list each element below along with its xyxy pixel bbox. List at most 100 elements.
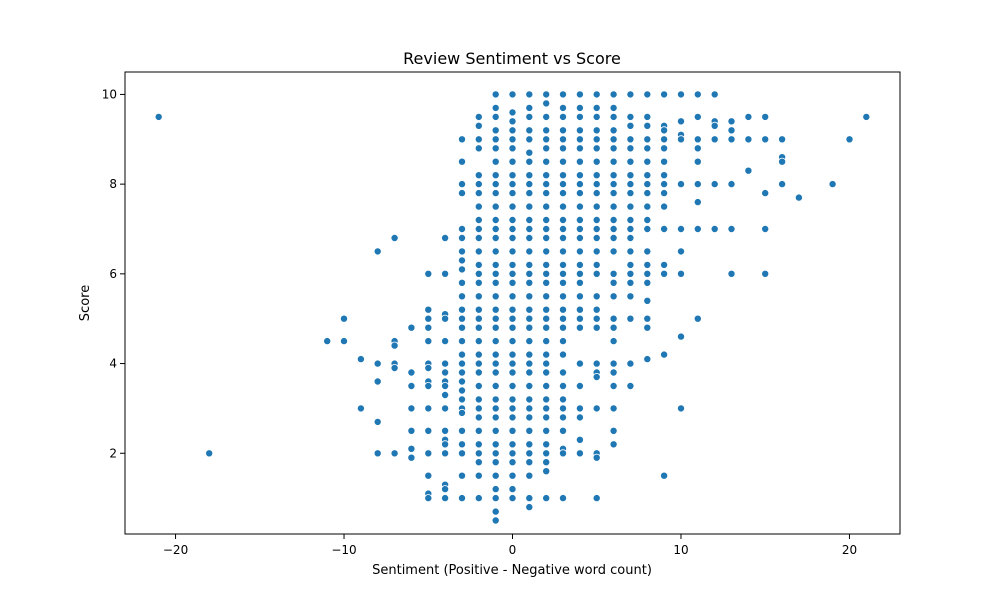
data-point <box>575 381 584 390</box>
data-point <box>424 449 433 458</box>
data-point <box>525 395 534 404</box>
data-point <box>660 157 669 166</box>
data-point <box>525 404 534 413</box>
data-point <box>491 440 500 449</box>
data-point <box>761 269 770 278</box>
data-point <box>474 233 483 242</box>
data-point <box>474 121 483 130</box>
data-point <box>660 202 669 211</box>
data-point <box>592 202 601 211</box>
x-tick-label: −10 <box>331 543 356 557</box>
data-point <box>525 202 534 211</box>
data-point <box>542 215 551 224</box>
data-point <box>575 112 584 121</box>
data-point <box>474 471 483 480</box>
data-point <box>474 395 483 404</box>
data-point <box>542 157 551 166</box>
data-point <box>609 233 618 242</box>
data-point <box>559 494 568 503</box>
data-point <box>525 350 534 359</box>
data-point <box>609 112 618 121</box>
data-point <box>609 144 618 153</box>
data-point <box>542 171 551 180</box>
data-point <box>474 260 483 269</box>
data-point <box>592 224 601 233</box>
data-point <box>457 180 466 189</box>
data-point <box>778 135 787 144</box>
data-point <box>491 516 500 525</box>
data-point <box>575 305 584 314</box>
data-point <box>525 458 534 467</box>
x-tick-label: 0 <box>509 543 517 557</box>
data-point <box>542 314 551 323</box>
data-point <box>542 247 551 256</box>
x-tick-label: 10 <box>673 543 688 557</box>
data-point <box>592 323 601 332</box>
data-point <box>441 359 450 368</box>
data-point <box>474 171 483 180</box>
data-point <box>457 323 466 332</box>
data-point <box>626 359 635 368</box>
data-point <box>609 224 618 233</box>
data-point <box>559 215 568 224</box>
data-point <box>508 305 517 314</box>
data-point <box>559 224 568 233</box>
data-point <box>609 381 618 390</box>
data-point <box>609 323 618 332</box>
data-point <box>626 90 635 99</box>
data-point <box>626 135 635 144</box>
data-point <box>457 337 466 346</box>
data-point <box>474 404 483 413</box>
data-point <box>491 189 500 198</box>
data-point <box>575 247 584 256</box>
data-point <box>626 157 635 166</box>
data-point <box>491 494 500 503</box>
data-point <box>474 359 483 368</box>
data-point <box>677 404 686 413</box>
data-point <box>390 449 399 458</box>
data-point <box>474 215 483 224</box>
data-points <box>154 90 871 525</box>
data-point <box>508 135 517 144</box>
data-point <box>575 292 584 301</box>
data-point <box>559 323 568 332</box>
data-point <box>525 381 534 390</box>
data-point <box>491 157 500 166</box>
data-point <box>457 350 466 359</box>
data-point <box>508 337 517 346</box>
data-point <box>508 260 517 269</box>
data-point <box>626 121 635 130</box>
y-tick-label: 6 <box>109 267 117 281</box>
data-point <box>643 323 652 332</box>
data-point <box>457 440 466 449</box>
data-point <box>542 494 551 503</box>
data-point <box>693 180 702 189</box>
data-point <box>508 368 517 377</box>
data-point <box>491 103 500 112</box>
data-point <box>710 180 719 189</box>
data-point <box>457 449 466 458</box>
data-point <box>677 247 686 256</box>
data-point <box>491 359 500 368</box>
data-point <box>457 386 466 395</box>
data-point <box>525 112 534 121</box>
data-point <box>491 247 500 256</box>
y-tick-label: 8 <box>109 177 117 191</box>
data-point <box>508 440 517 449</box>
data-point <box>626 215 635 224</box>
data-point <box>525 148 534 157</box>
data-point <box>592 494 601 503</box>
data-point <box>575 157 584 166</box>
data-point <box>441 368 450 377</box>
data-point <box>542 112 551 121</box>
data-point <box>525 189 534 198</box>
data-point <box>457 377 466 386</box>
data-point <box>508 233 517 242</box>
data-point <box>609 202 618 211</box>
data-point <box>677 332 686 341</box>
data-point <box>609 426 618 435</box>
data-point <box>525 157 534 166</box>
data-point <box>457 224 466 233</box>
data-point <box>592 247 601 256</box>
